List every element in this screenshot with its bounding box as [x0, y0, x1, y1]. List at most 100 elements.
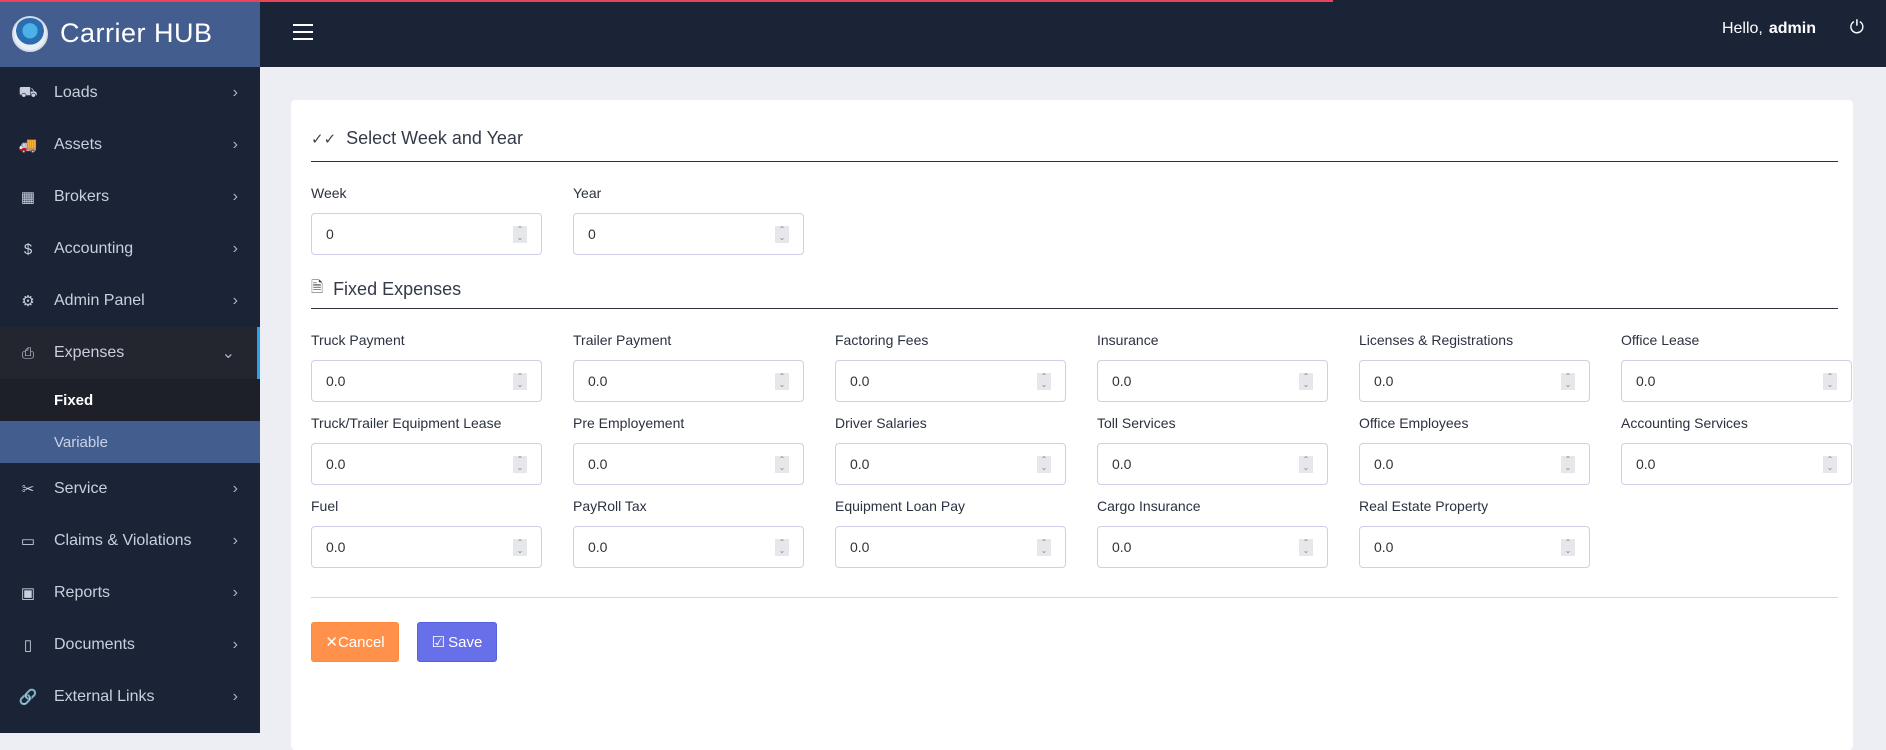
spinner-icon[interactable]: ⌃ ⌄: [775, 539, 789, 556]
sidebar-item-brokers[interactable]: ▦ Brokers ›: [0, 171, 260, 223]
spinner-icon[interactable]: ⌃ ⌄: [1561, 539, 1575, 556]
app-title: Carrier HUB: [60, 18, 213, 48]
spinner-icon[interactable]: ⌃ ⌄: [1823, 456, 1837, 473]
field-label: Office Lease: [1621, 332, 1700, 348]
sidebar: Carrier HUB ⛟ Loads › 🚚 Assets › ▦ Brokers › $ Acc…: [0, 0, 260, 733]
spinner-icon[interactable]: ⌃ ⌄: [775, 373, 789, 390]
sidebar-item-loads[interactable]: ⛟ Loads ›: [0, 67, 260, 119]
driver-salaries-input[interactable]: 0.0 ⌃ ⌄: [835, 443, 1066, 485]
field-label: Real Estate Property: [1359, 498, 1489, 514]
equipment-loan-pay-input[interactable]: 0.0 ⌃ ⌄: [835, 526, 1066, 568]
divider: [311, 597, 1838, 598]
sidebar-item-assets[interactable]: 🚚 Assets ›: [0, 119, 260, 171]
spinner-icon[interactable]: ⌃ ⌄: [1561, 456, 1575, 473]
chevron-right-icon: ›: [232, 240, 238, 257]
truck-payment-input[interactable]: 0.0 ⌃ ⌄: [311, 360, 542, 402]
toll-services-input[interactable]: 0.0 ⌃ ⌄: [1097, 443, 1328, 485]
sidebar-item-label: Reports: [54, 584, 111, 601]
spinner-icon[interactable]: ⌃ ⌄: [775, 226, 789, 243]
spinner-icon[interactable]: ⌃ ⌄: [1037, 373, 1051, 390]
spinner-icon[interactable]: ⌃ ⌄: [1561, 373, 1575, 390]
field-fuel: Fuel 0.0 ⌃ ⌄: [311, 498, 542, 568]
real-estate-property-input[interactable]: 0.0 ⌃ ⌄: [1359, 526, 1590, 568]
spinner-icon[interactable]: ⌃ ⌄: [513, 539, 527, 556]
link-icon: 🔗: [18, 689, 38, 706]
sidebar-item-label: Brokers: [54, 188, 110, 205]
document-icon: ▯: [23, 637, 33, 654]
spinner-icon[interactable]: ⌃ ⌄: [1823, 373, 1837, 390]
greeting-text: Hello,: [1721, 20, 1763, 37]
spinner-icon[interactable]: ⌃ ⌄: [513, 456, 527, 473]
fuel-input[interactable]: 0.0 ⌃ ⌄: [311, 526, 542, 568]
input-value: 0.0: [588, 373, 608, 389]
building-icon: ▦: [20, 189, 36, 206]
divider: [311, 161, 1838, 162]
factoring-fees-input[interactable]: 0.0 ⌃ ⌄: [835, 360, 1066, 402]
insurance-input[interactable]: 0.0 ⌃ ⌄: [1097, 360, 1328, 402]
office-employees-input[interactable]: 0.0 ⌃ ⌄: [1359, 443, 1590, 485]
save-button[interactable]: ☑ Save: [417, 622, 497, 662]
tools-icon: ✂: [21, 481, 35, 498]
spinner-icon[interactable]: ⌃ ⌄: [1299, 456, 1313, 473]
sidebar-item-documents[interactable]: ▯ Documents ›: [0, 619, 260, 671]
divider: [311, 308, 1838, 309]
field-label: Fuel: [311, 498, 339, 514]
payroll-tax-input[interactable]: 0.0 ⌃ ⌄: [573, 526, 804, 568]
input-value: 0.0: [1374, 373, 1394, 389]
pre-employement-input[interactable]: 0.0 ⌃ ⌄: [573, 443, 804, 485]
brand[interactable]: Carrier HUB: [0, 0, 260, 67]
field-label: Factoring Fees: [835, 332, 929, 348]
field-payroll-tax: PayRoll Tax 0.0 ⌃ ⌄: [573, 498, 804, 568]
sidebar-item-reports[interactable]: ▣ Reports ›: [0, 567, 260, 619]
cargo-insurance-input[interactable]: 0.0 ⌃ ⌄: [1097, 526, 1328, 568]
menu-toggle-icon[interactable]: [293, 24, 313, 40]
field-office-lease: Office Lease 0.0 ⌃ ⌄: [1621, 332, 1852, 402]
sidebar-item-admin-panel[interactable]: ⚙ Admin Panel ›: [0, 275, 260, 327]
chevron-right-icon: ›: [232, 480, 238, 497]
sidebar-item-accounting[interactable]: $ Accounting ›: [0, 223, 260, 275]
spinner-icon[interactable]: ⌃ ⌄: [775, 456, 789, 473]
input-value: 0.0: [1636, 456, 1656, 472]
chevron-right-icon: ›: [232, 532, 238, 549]
field-accounting-services: Accounting Services 0.0 ⌃ ⌄: [1621, 415, 1852, 485]
spinner-icon[interactable]: ⌃ ⌄: [1299, 539, 1313, 556]
logout-power-icon[interactable]: ⏻: [1849, 17, 1864, 37]
cancel-button[interactable]: ✕ Cancel: [311, 622, 399, 662]
trailer-payment-input[interactable]: 0.0 ⌃ ⌄: [573, 360, 804, 402]
input-value: 0: [326, 226, 334, 242]
spinner-icon[interactable]: ⌃ ⌄: [513, 373, 527, 390]
spinner-icon[interactable]: ⌃ ⌄: [1037, 456, 1051, 473]
input-value: 0: [588, 226, 596, 242]
truck-icon: 🚚: [18, 137, 38, 154]
week-input[interactable]: 0 ⌃ ⌄: [311, 213, 542, 255]
year-input[interactable]: 0 ⌃ ⌄: [573, 213, 804, 255]
sidebar-subitem-variable[interactable]: Variable: [0, 421, 260, 463]
accounting-services-input[interactable]: 0.0 ⌃ ⌄: [1621, 443, 1852, 485]
sidebar-item-label: Assets: [54, 136, 103, 153]
sidebar-subitem-fixed[interactable]: Fixed: [0, 379, 260, 421]
field-label: Week: [311, 185, 347, 201]
office-lease-input[interactable]: 0.0 ⌃ ⌄: [1621, 360, 1852, 402]
spinner-icon[interactable]: ⌃ ⌄: [1299, 373, 1313, 390]
chevron-right-icon: ›: [232, 688, 238, 705]
spinner-icon[interactable]: ⌃ ⌄: [513, 226, 527, 243]
licenses-registrations-input[interactable]: 0.0 ⌃ ⌄: [1359, 360, 1590, 402]
sidebar-item-expenses[interactable]: ⎙ Expenses ⌄: [0, 327, 260, 379]
sidebar-item-service[interactable]: ✂ Service ›: [0, 463, 260, 515]
chevron-right-icon: ›: [232, 292, 238, 309]
sidebar-item-label: Accounting: [54, 240, 134, 257]
sidebar-item-claims-violations[interactable]: ▭ Claims & Violations ›: [0, 515, 260, 567]
truck-trailer-equipment-lease-input[interactable]: 0.0 ⌃ ⌄: [311, 443, 542, 485]
field-insurance: Insurance 0.0 ⌃ ⌄: [1097, 332, 1328, 402]
sidebar-item-external-links[interactable]: 🔗 External Links ›: [0, 671, 260, 723]
spinner-icon[interactable]: ⌃ ⌄: [1037, 539, 1051, 556]
cancel-label: Cancel: [337, 633, 385, 651]
input-value: 0.0: [1112, 373, 1132, 389]
dollar-icon: $: [23, 240, 33, 258]
field-label: Year: [573, 185, 602, 201]
field-label: Toll Services: [1097, 415, 1176, 431]
field-office-employees: Office Employees 0.0 ⌃ ⌄: [1359, 415, 1590, 485]
logo: [12, 15, 48, 52]
expenses-form-card: ✓✓ Select Week and Year Week 0 ⌃ ⌄ Year 0 ⌃ ⌄ 🗎 F…: [291, 100, 1853, 750]
sidebar-item-label: Admin Panel: [54, 292, 145, 309]
